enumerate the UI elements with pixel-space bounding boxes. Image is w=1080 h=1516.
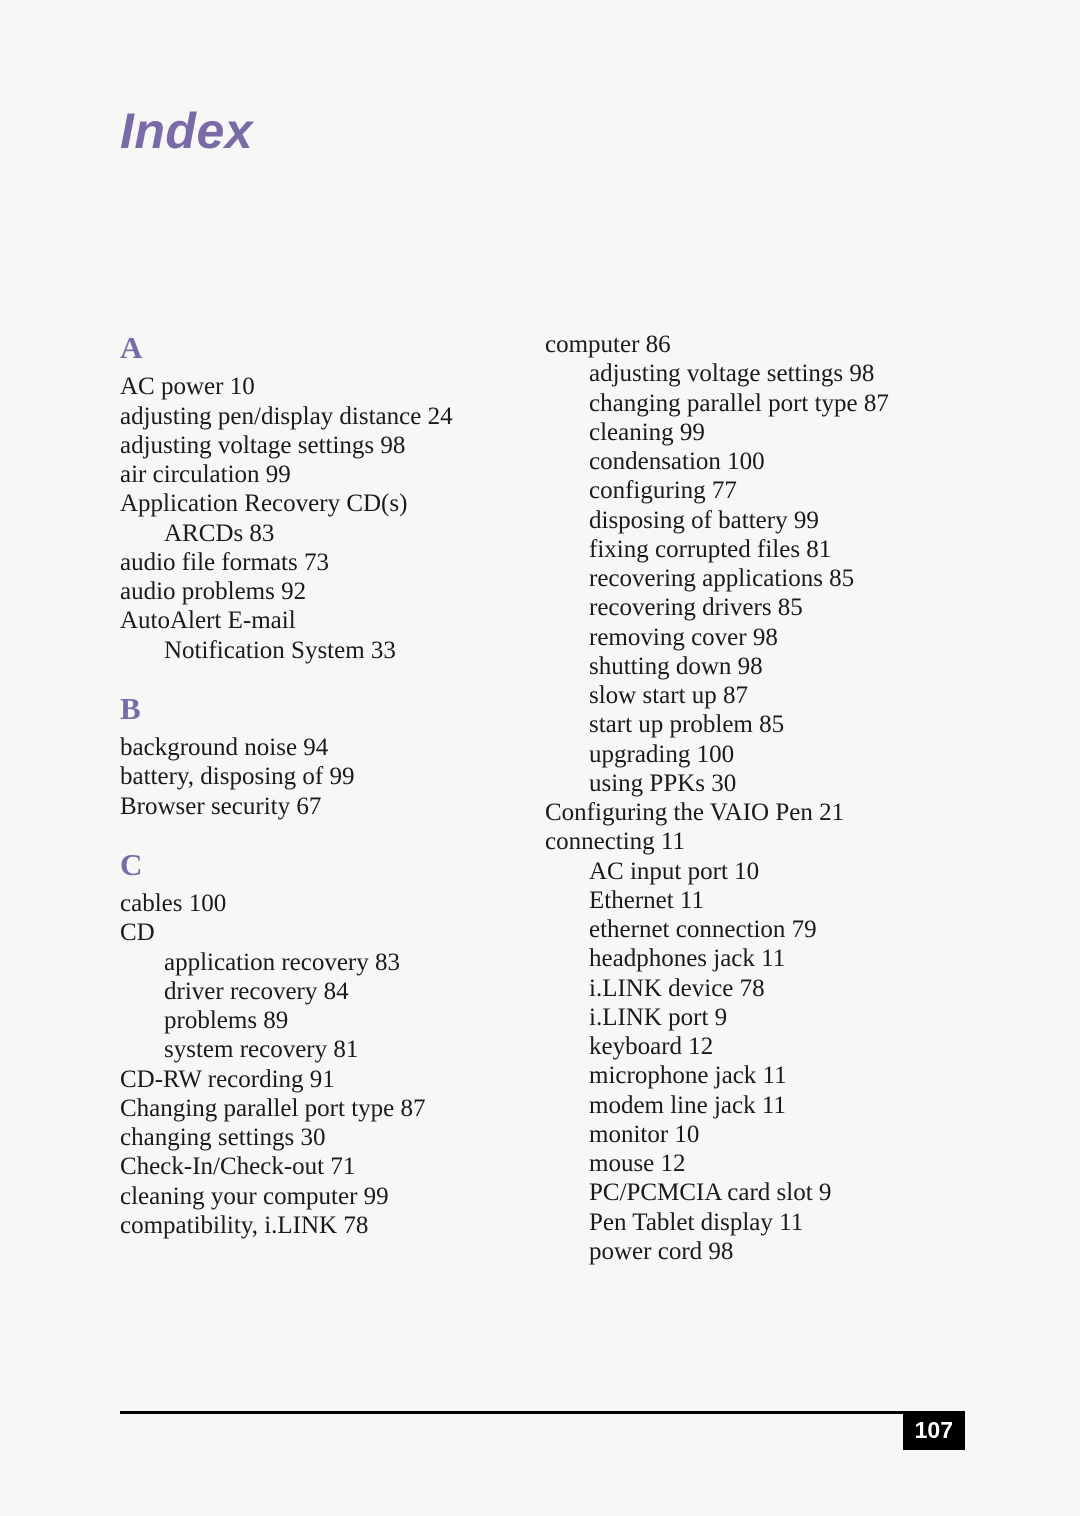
index-entry: connecting 11 <box>545 827 915 856</box>
index-entry: audio problems 92 <box>120 577 490 606</box>
index-entry: headphones jack 11 <box>545 944 915 973</box>
index-entry: adjusting voltage settings 98 <box>545 359 915 388</box>
index-entry: using PPKs 30 <box>545 769 915 798</box>
index-entry: background noise 94 <box>120 733 490 762</box>
index-entry: fixing corrupted files 81 <box>545 535 915 564</box>
index-entry: recovering applications 85 <box>545 564 915 593</box>
index-entry: AutoAlert E-mail <box>120 606 490 635</box>
index-entry: system recovery 81 <box>120 1035 490 1064</box>
footer-rule: 107 <box>120 1411 965 1451</box>
index-entry: battery, disposing of 99 <box>120 762 490 791</box>
index-entry: problems 89 <box>120 1006 490 1035</box>
left-column: A AC power 10adjusting pen/display distan… <box>120 330 490 1266</box>
index-entry: computer 86 <box>545 330 915 359</box>
index-entry: condensation 100 <box>545 447 915 476</box>
page-number: 107 <box>903 1411 965 1450</box>
index-entry: Notification System 33 <box>120 636 490 665</box>
index-entry: Configuring the VAIO Pen 21 <box>545 798 915 827</box>
index-entry: cleaning your computer 99 <box>120 1182 490 1211</box>
index-entry: AC power 10 <box>120 372 490 401</box>
section-letter: B <box>120 691 490 727</box>
index-entry: disposing of battery 99 <box>545 506 915 535</box>
index-entry: compatibility, i.LINK 78 <box>120 1211 490 1240</box>
index-entry: CD <box>120 918 490 947</box>
index-entry: audio file formats 73 <box>120 548 490 577</box>
index-entry: Check-In/Check-out 71 <box>120 1152 490 1181</box>
index-entry: upgrading 100 <box>545 740 915 769</box>
index-entry: changing parallel port type 87 <box>545 389 915 418</box>
index-entry: keyboard 12 <box>545 1032 915 1061</box>
index-entry: slow start up 87 <box>545 681 915 710</box>
index-page: Index A AC power 10adjusting pen/display … <box>0 0 1080 1516</box>
index-entry: ARCDs 83 <box>120 519 490 548</box>
index-entry: CD-RW recording 91 <box>120 1065 490 1094</box>
index-entry: cables 100 <box>120 889 490 918</box>
index-entry: monitor 10 <box>545 1120 915 1149</box>
index-entry: Application Recovery CD(s) <box>120 489 490 518</box>
index-columns: A AC power 10adjusting pen/display distan… <box>120 330 965 1266</box>
right-column: computer 86adjusting voltage settings 98… <box>545 330 915 1266</box>
index-entry: application recovery 83 <box>120 948 490 977</box>
index-entry: changing settings 30 <box>120 1123 490 1152</box>
index-entry: Browser security 67 <box>120 792 490 821</box>
index-entry: AC input port 10 <box>545 857 915 886</box>
index-entry: adjusting pen/display distance 24 <box>120 402 490 431</box>
index-entry: i.LINK port 9 <box>545 1003 915 1032</box>
index-entry: Changing parallel port type 87 <box>120 1094 490 1123</box>
index-entry: Pen Tablet display 11 <box>545 1208 915 1237</box>
index-entry: air circulation 99 <box>120 460 490 489</box>
index-entry: power cord 98 <box>545 1237 915 1266</box>
index-entry: ethernet connection 79 <box>545 915 915 944</box>
index-entry: start up problem 85 <box>545 710 915 739</box>
index-entry: mouse 12 <box>545 1149 915 1178</box>
index-entry: driver recovery 84 <box>120 977 490 1006</box>
section-letter: C <box>120 847 490 883</box>
index-entry: Ethernet 11 <box>545 886 915 915</box>
index-entry: recovering drivers 85 <box>545 593 915 622</box>
section-letter: A <box>120 330 490 366</box>
index-entry: i.LINK device 78 <box>545 974 915 1003</box>
index-entry: PC/PCMCIA card slot 9 <box>545 1178 915 1207</box>
page-title: Index <box>120 102 965 160</box>
index-entry: modem line jack 11 <box>545 1091 915 1120</box>
index-entry: microphone jack 11 <box>545 1061 915 1090</box>
index-entry: shutting down 98 <box>545 652 915 681</box>
index-entry: adjusting voltage settings 98 <box>120 431 490 460</box>
index-entry: cleaning 99 <box>545 418 915 447</box>
index-entry: configuring 77 <box>545 476 915 505</box>
index-entry: removing cover 98 <box>545 623 915 652</box>
